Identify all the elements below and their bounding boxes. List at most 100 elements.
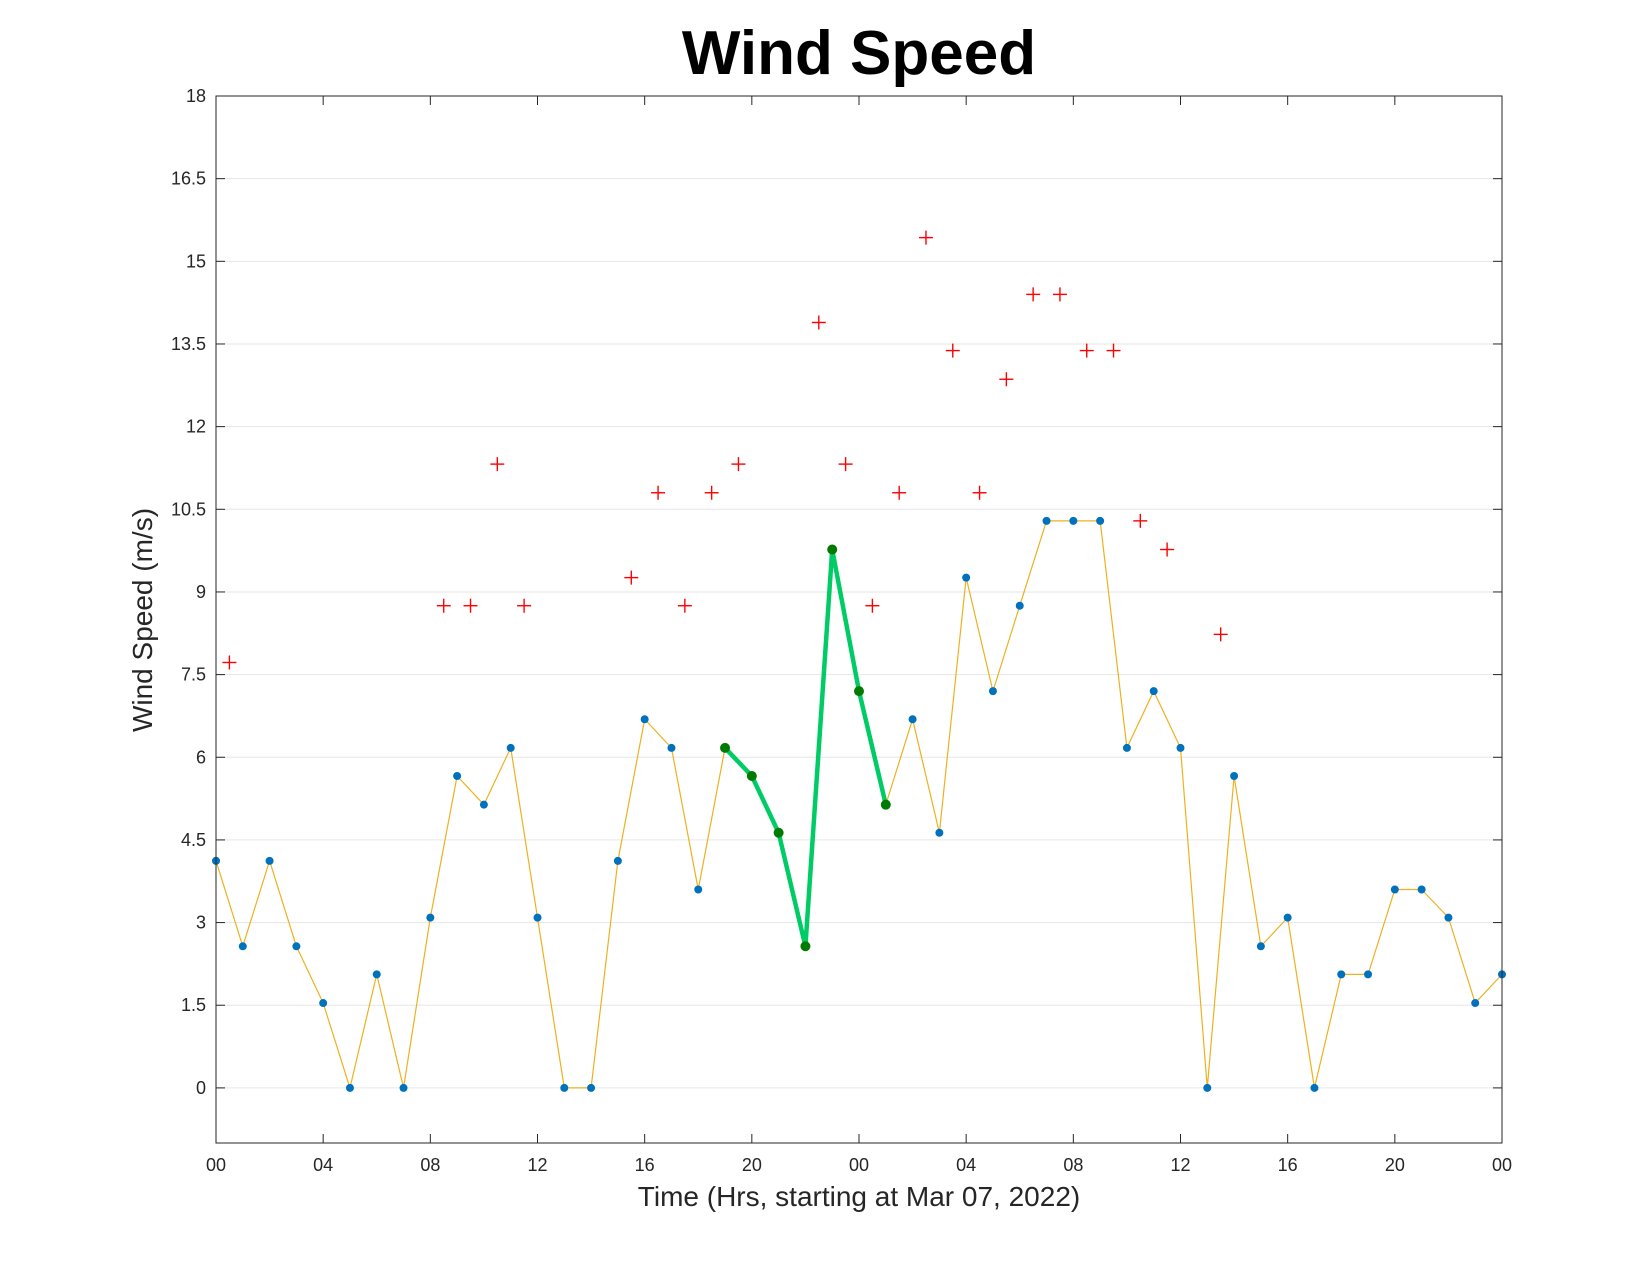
y-tick-label: 9	[196, 582, 206, 602]
plus-marker	[651, 485, 666, 500]
data-point	[453, 771, 462, 780]
y-axis-title: Wind Speed (m/s)	[127, 508, 158, 732]
y-tick-label: 6	[196, 747, 206, 767]
x-tick-label: 08	[1063, 1155, 1083, 1175]
highlight-point	[854, 686, 864, 697]
plus-marker	[624, 570, 639, 585]
data-point	[265, 856, 274, 865]
y-tick-label: 18	[186, 86, 206, 106]
y-tick-label: 3	[196, 913, 206, 933]
data-point	[1230, 771, 1239, 780]
data-point	[1283, 913, 1292, 922]
data-point	[372, 970, 381, 979]
y-tick-label: 10.5	[171, 499, 206, 519]
x-tick-label: 16	[1278, 1155, 1298, 1175]
y-tick-label: 7.5	[181, 665, 206, 685]
highlight-point	[880, 799, 891, 810]
plus-marker	[1026, 287, 1041, 302]
data-point	[1310, 1083, 1319, 1092]
x-tick-label: 20	[1385, 1155, 1405, 1175]
plus-marker	[999, 372, 1014, 387]
highlight-point	[746, 770, 757, 781]
data-point	[533, 913, 542, 922]
plus-marker	[972, 485, 987, 500]
data-point	[962, 573, 971, 582]
plus-marker	[892, 485, 907, 500]
plus-marker	[731, 457, 746, 472]
x-tick-label: 00	[849, 1155, 869, 1175]
data-point	[1176, 743, 1185, 752]
chart-title: Wind Speed	[682, 19, 1036, 88]
plus-marker	[704, 485, 719, 500]
x-tick-label: 16	[635, 1155, 655, 1175]
data-point	[560, 1083, 569, 1092]
plus-marker	[490, 457, 505, 472]
data-point	[1069, 516, 1078, 525]
data-point	[1203, 1083, 1212, 1092]
data-point	[1122, 743, 1131, 752]
data-point	[1015, 601, 1024, 610]
axis-ticks: 0 1.5 3 4.5 6 7.5 9 10.5 12 13.5 15 16.5 18 00 04 08 12 1…	[171, 86, 1512, 1175]
plus-marker	[436, 598, 451, 613]
x-tick-label: 08	[420, 1155, 440, 1175]
data-point	[1096, 516, 1105, 525]
data-point	[238, 942, 247, 951]
x-tick-label: 00	[1492, 1155, 1512, 1175]
plus-marker	[865, 598, 880, 613]
plus-marker	[463, 598, 478, 613]
highlight-point	[773, 827, 784, 838]
plus-marker	[1106, 343, 1121, 358]
data-point	[694, 885, 703, 894]
plus-marker	[838, 457, 853, 472]
data-point	[908, 715, 917, 724]
plus-marker	[1133, 513, 1148, 528]
data-point	[667, 743, 676, 752]
data-point	[399, 1083, 408, 1092]
data-point	[1471, 999, 1480, 1008]
data-point	[1337, 970, 1346, 979]
x-tick-label: 12	[1170, 1155, 1190, 1175]
plus-marker	[517, 598, 532, 613]
data-point	[1042, 516, 1051, 525]
highlight-point	[720, 742, 731, 753]
plus-marker	[1213, 627, 1228, 642]
data-point	[506, 743, 515, 752]
data-point	[1390, 885, 1399, 894]
y-tick-label: 0	[196, 1078, 206, 1098]
y-tick-label: 1.5	[181, 995, 206, 1015]
data-point	[1364, 970, 1373, 979]
y-tick-label: 4.5	[181, 830, 206, 850]
data-point	[1256, 942, 1265, 951]
data-point	[319, 999, 328, 1008]
data-point	[345, 1083, 354, 1092]
highlight-point	[800, 941, 811, 952]
plus-marker	[811, 315, 826, 330]
y-tick-label: 15	[186, 251, 206, 271]
x-tick-label: 20	[742, 1155, 762, 1175]
data-point	[587, 1083, 596, 1092]
data-point	[1149, 687, 1158, 696]
data-point	[640, 715, 649, 724]
y-tick-label: 16.5	[171, 169, 206, 189]
data-point	[479, 800, 488, 809]
data-point	[613, 856, 622, 865]
plus-marker	[945, 343, 960, 358]
plus-marker	[1079, 343, 1094, 358]
x-tick-label: 04	[313, 1155, 333, 1175]
data-point	[1444, 913, 1453, 922]
gridlines	[216, 95, 1502, 1089]
x-axis-title: Time (Hrs, starting at Mar 07, 2022)	[638, 1181, 1080, 1212]
plus-marker	[1052, 287, 1067, 302]
y-tick-label: 13.5	[171, 334, 206, 354]
y-tick-label: 12	[186, 417, 206, 437]
x-tick-label: 04	[956, 1155, 976, 1175]
plus-marker	[677, 598, 692, 613]
plot-area	[216, 96, 1502, 1143]
x-tick-label: 00	[206, 1155, 226, 1175]
highlight-point	[827, 544, 838, 555]
data-series	[212, 230, 1506, 1092]
plus-marker	[222, 655, 237, 670]
x-tick-label: 12	[527, 1155, 547, 1175]
plus-marker	[918, 230, 933, 245]
